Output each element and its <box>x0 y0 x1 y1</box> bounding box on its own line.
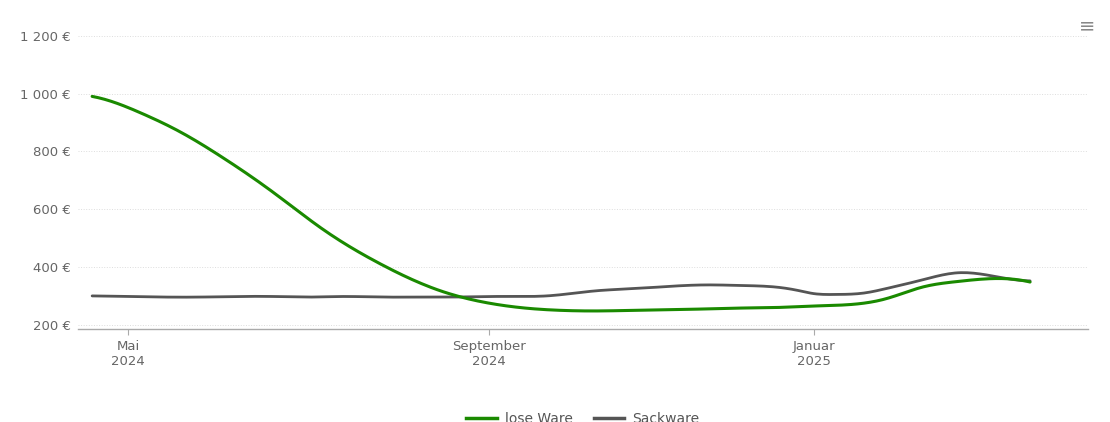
Text: ≡: ≡ <box>1079 17 1096 36</box>
Legend: lose Ware, Sackware: lose Ware, Sackware <box>461 406 705 422</box>
